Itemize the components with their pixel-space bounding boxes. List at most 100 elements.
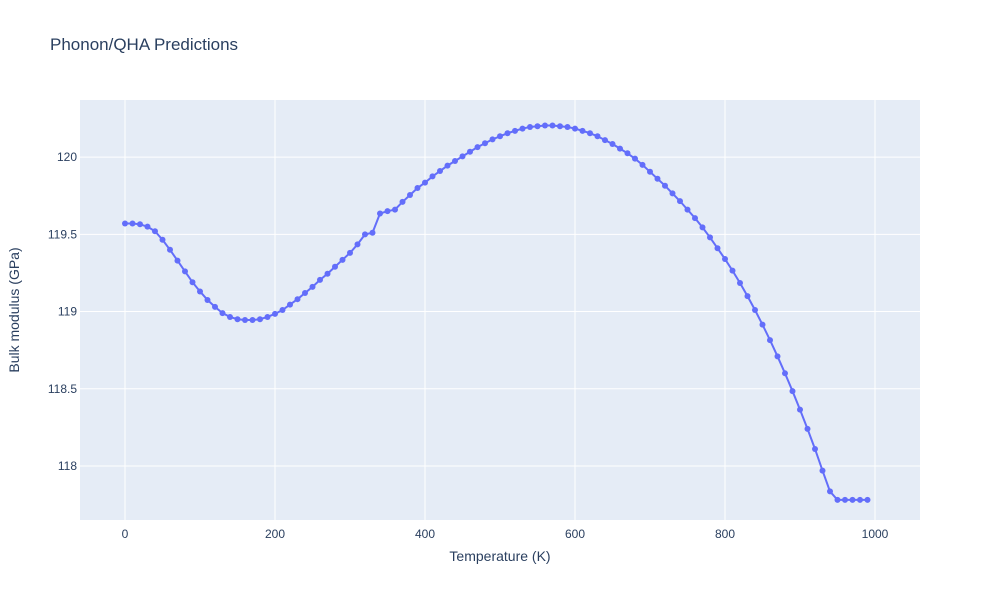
data-point: [797, 406, 803, 413]
data-point: [594, 133, 601, 140]
data-point: [774, 353, 781, 360]
data-point: [812, 445, 818, 452]
data-point: [159, 236, 166, 243]
data-point: [617, 145, 623, 152]
x-tick-label: 600: [565, 527, 585, 541]
data-point: [459, 153, 466, 160]
data-point: [227, 313, 233, 320]
data-point: [767, 337, 773, 344]
data-point: [564, 124, 571, 131]
data-point: [722, 256, 728, 263]
x-tick-label: 800: [715, 527, 735, 541]
data-point: [647, 168, 653, 175]
data-point: [804, 425, 811, 432]
data-point: [857, 496, 863, 503]
data-point: [729, 267, 736, 274]
y-tick-label: 119: [58, 305, 77, 319]
data-point: [782, 370, 788, 377]
data-point: [129, 220, 136, 227]
data-point: [234, 316, 241, 323]
data-point: [422, 179, 428, 186]
x-tick-label: 0: [122, 527, 129, 541]
data-point: [849, 496, 856, 503]
data-point: [639, 161, 646, 168]
grid: [80, 100, 920, 520]
data-point: [377, 210, 383, 217]
data-point: [332, 263, 338, 270]
x-axis-ticks: 0 200 400 600 800 1000: [122, 527, 889, 541]
y-axis-ticks: 118 118.5 119 119.5 120: [48, 150, 77, 473]
data-point: [737, 279, 743, 286]
data-point: [497, 133, 503, 140]
data-point: [302, 290, 308, 297]
data-point: [864, 496, 871, 503]
data-point: [122, 220, 128, 227]
data-point: [212, 303, 218, 310]
y-tick-label: 120: [57, 150, 77, 164]
data-point: [242, 317, 248, 324]
data-point: [474, 144, 481, 151]
data-point: [317, 276, 323, 283]
data-point: [602, 137, 608, 144]
data-point: [632, 155, 638, 162]
data-point: [257, 316, 263, 323]
data-point: [669, 190, 676, 197]
data-point: [294, 296, 301, 303]
data-point: [662, 182, 668, 189]
data-point: [789, 388, 796, 395]
data-point: [309, 283, 316, 290]
data-point: [452, 157, 458, 164]
data-point: [272, 310, 278, 317]
data-point: [407, 191, 413, 198]
data-point: [512, 127, 518, 134]
data-point: [684, 206, 691, 213]
x-axis-title: Temperature (K): [449, 548, 550, 564]
data-point: [354, 241, 361, 248]
data-point: [392, 206, 398, 213]
data-point: [819, 467, 826, 474]
data-point: [624, 150, 631, 157]
data-point: [707, 234, 713, 241]
series-line: [125, 124, 868, 501]
data-point: [137, 221, 143, 228]
data-point: [744, 293, 751, 300]
x-tick-label: 1000: [862, 527, 889, 541]
data-point: [842, 496, 848, 503]
x-tick-label: 400: [415, 527, 435, 541]
data-point: [489, 136, 496, 143]
data-point: [152, 228, 158, 235]
data-point: [519, 125, 526, 132]
data-point: [527, 124, 533, 131]
data-point: [369, 229, 376, 236]
data-point: [174, 257, 181, 264]
data-point: [414, 185, 421, 192]
data-point: [467, 148, 473, 155]
data-point: [557, 123, 563, 130]
data-point: [827, 488, 833, 495]
data-point: [219, 310, 226, 317]
data-point: [189, 279, 196, 286]
data-point: [542, 122, 548, 129]
data-point: [534, 123, 541, 130]
data-point: [167, 246, 173, 253]
data-point: [609, 141, 616, 148]
data-point: [144, 223, 151, 230]
data-point: [249, 317, 256, 324]
data-point: [339, 256, 346, 263]
data-point: [654, 175, 661, 182]
data-point: [287, 301, 293, 308]
data-point: [279, 307, 286, 313]
y-tick-label: 118.5: [48, 382, 77, 396]
data-point: [444, 162, 451, 169]
data-point: [504, 130, 511, 137]
data-point: [549, 122, 556, 129]
data-point: [347, 249, 353, 256]
data-point: [834, 496, 841, 503]
data-point: [264, 313, 271, 320]
data-point: [699, 224, 706, 231]
data-point: [587, 130, 593, 137]
data-point: [482, 140, 488, 147]
y-axis-title: Bulk modulus (GPa): [6, 247, 22, 372]
data-point: [714, 245, 721, 252]
